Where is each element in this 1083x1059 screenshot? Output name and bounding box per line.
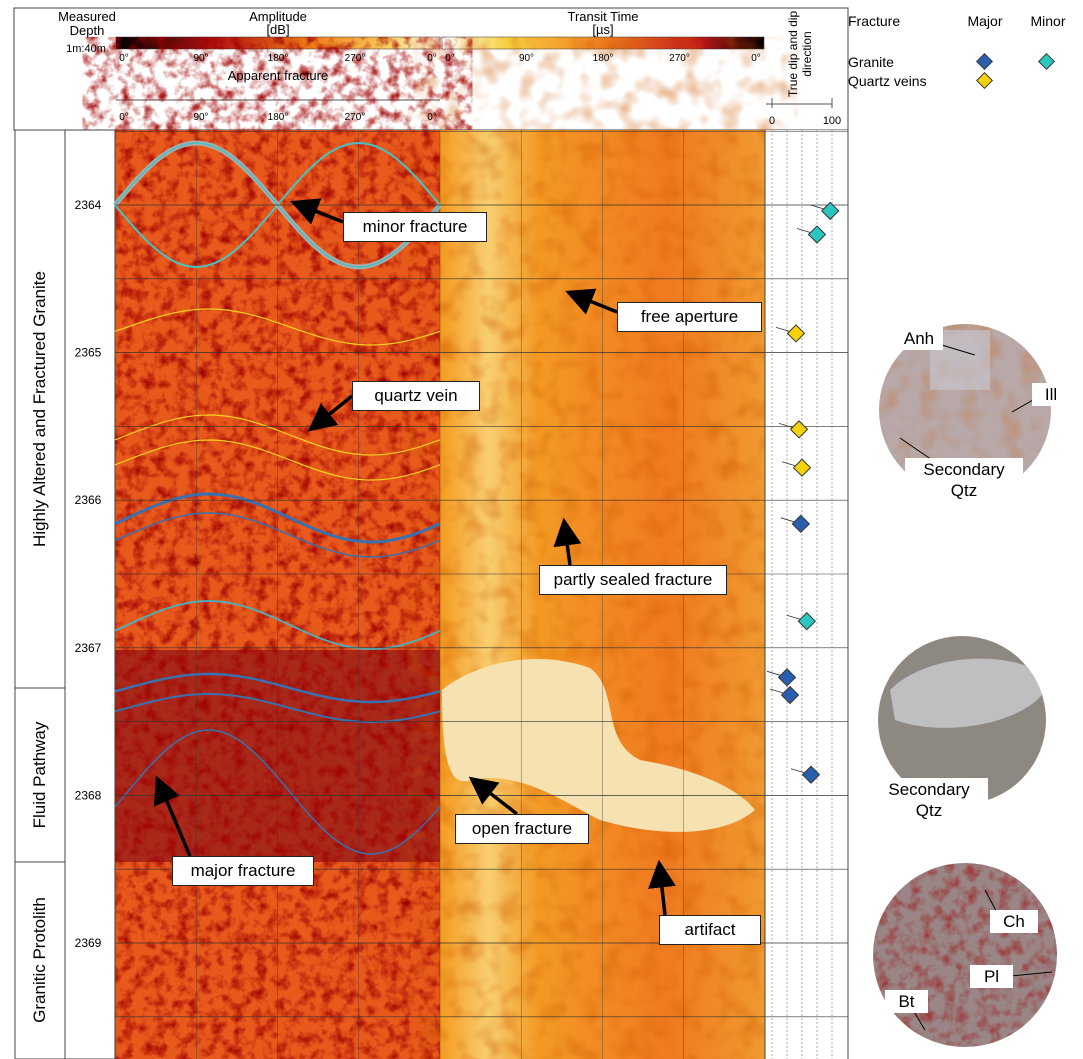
degree-tick-label: 90° bbox=[193, 53, 208, 64]
annotation-arrow bbox=[553, 517, 582, 566]
fracture-trace bbox=[114, 439, 441, 481]
transit-title: Transit Time bbox=[567, 9, 639, 24]
annotation-arrow bbox=[153, 775, 192, 857]
fracture-trace bbox=[114, 672, 441, 704]
dip-marker bbox=[797, 612, 816, 631]
dip-marker bbox=[792, 458, 812, 477]
zone-label: Fluid Pathway bbox=[30, 721, 49, 828]
annotation-arrow bbox=[565, 288, 618, 315]
degree-tick-label: 90° bbox=[193, 112, 208, 123]
photo-label: Secondary Qtz bbox=[905, 458, 1023, 502]
amplitude-title: Amplitude bbox=[249, 9, 307, 24]
legend-column: Major bbox=[967, 13, 1002, 29]
degree-tick-label: 0° bbox=[119, 53, 129, 64]
annotation-arrow bbox=[468, 776, 519, 816]
degree-tick-label: 90° bbox=[519, 53, 534, 64]
degree-tick-label: 0° bbox=[427, 112, 437, 123]
depth-label: 2365 bbox=[75, 346, 102, 360]
annotation-label: quartz vein bbox=[352, 381, 480, 411]
zone-label: Highly Altered and Fractured Granite bbox=[30, 271, 49, 547]
legend-title: Fracture bbox=[848, 13, 900, 29]
apparent-title: Apparent fracture bbox=[227, 68, 329, 83]
photo-label: Ill bbox=[1032, 383, 1070, 406]
legend-row: Granite bbox=[848, 54, 894, 70]
dip-marker bbox=[801, 765, 821, 784]
fracture-trace bbox=[114, 729, 441, 855]
thin-section-photo bbox=[873, 863, 1057, 1047]
legend-row: Quartz veins bbox=[848, 73, 927, 89]
depth-label: 2368 bbox=[75, 788, 102, 802]
dip-marker bbox=[791, 514, 810, 534]
dip-marker bbox=[777, 668, 797, 687]
dip-marker bbox=[786, 324, 806, 343]
annotation-label: major fracture bbox=[172, 856, 314, 886]
open-fracture-zone bbox=[442, 659, 755, 832]
annotation-arrow bbox=[307, 394, 354, 432]
legend-symbol bbox=[1038, 53, 1055, 70]
annotation-label: open fracture bbox=[455, 814, 589, 844]
photo-label: Pl bbox=[970, 965, 1013, 988]
amplitude-colorbar bbox=[115, 36, 441, 50]
degree-tick-label: 180° bbox=[593, 53, 614, 64]
photo-label: Anh bbox=[895, 327, 943, 350]
annotation-arrow bbox=[290, 198, 344, 225]
transit-colorbar bbox=[441, 36, 765, 50]
dip-marker bbox=[780, 685, 800, 705]
dip-track bbox=[765, 130, 848, 1059]
degree-tick-label: 270° bbox=[669, 53, 690, 64]
degree-tick-label: 0° bbox=[119, 112, 129, 123]
dip-tick-label: 100 bbox=[823, 115, 841, 127]
annotation-label: minor fracture bbox=[343, 212, 487, 242]
dip-marker bbox=[821, 201, 840, 221]
depth-label: 2369 bbox=[75, 936, 102, 950]
zone-label: Granitic Protolith bbox=[30, 897, 49, 1023]
degree-tick-label: 0° bbox=[445, 53, 455, 64]
annotation-label: artifact bbox=[659, 915, 761, 945]
degree-tick-label: 0° bbox=[427, 53, 437, 64]
depth-label: 2364 bbox=[75, 198, 102, 212]
dip-marker bbox=[807, 225, 827, 244]
thin-section-photo bbox=[878, 636, 1046, 804]
photo-label: Bt bbox=[885, 990, 928, 1013]
dip-title: True dip and dip direction bbox=[786, 10, 814, 98]
depth-label: Measured Depth bbox=[58, 9, 116, 38]
annotation-label: partly sealed fracture bbox=[539, 565, 727, 595]
amplitude-unit: [dB] bbox=[266, 22, 290, 37]
annotation-arrow bbox=[648, 859, 676, 916]
dip-tick-label: 0 bbox=[769, 115, 775, 127]
degree-tick-label: 180° bbox=[268, 53, 289, 64]
legend-symbol bbox=[976, 53, 993, 70]
fracture-trace bbox=[114, 492, 441, 544]
fracture-trace bbox=[114, 512, 441, 558]
fracture-trace bbox=[114, 414, 441, 456]
fracture-trace bbox=[114, 308, 441, 346]
photo-label: Secondary Qtz bbox=[870, 778, 988, 822]
legend-column: Minor bbox=[1030, 13, 1065, 29]
annotation-label: free aperture bbox=[617, 302, 762, 332]
depth-label: 2367 bbox=[75, 641, 102, 655]
degree-tick-label: 180° bbox=[268, 112, 289, 123]
degree-tick-label: 0° bbox=[751, 53, 761, 64]
dip-marker bbox=[789, 420, 809, 439]
legend-symbol bbox=[976, 72, 993, 89]
degree-tick-label: 270° bbox=[345, 112, 366, 123]
photo-label: Ch bbox=[990, 910, 1038, 933]
degree-tick-label: 270° bbox=[345, 53, 366, 64]
transit-unit: [µs] bbox=[592, 22, 614, 37]
scale-label: 1m:40m bbox=[66, 43, 106, 55]
depth-label: 2366 bbox=[75, 493, 102, 507]
